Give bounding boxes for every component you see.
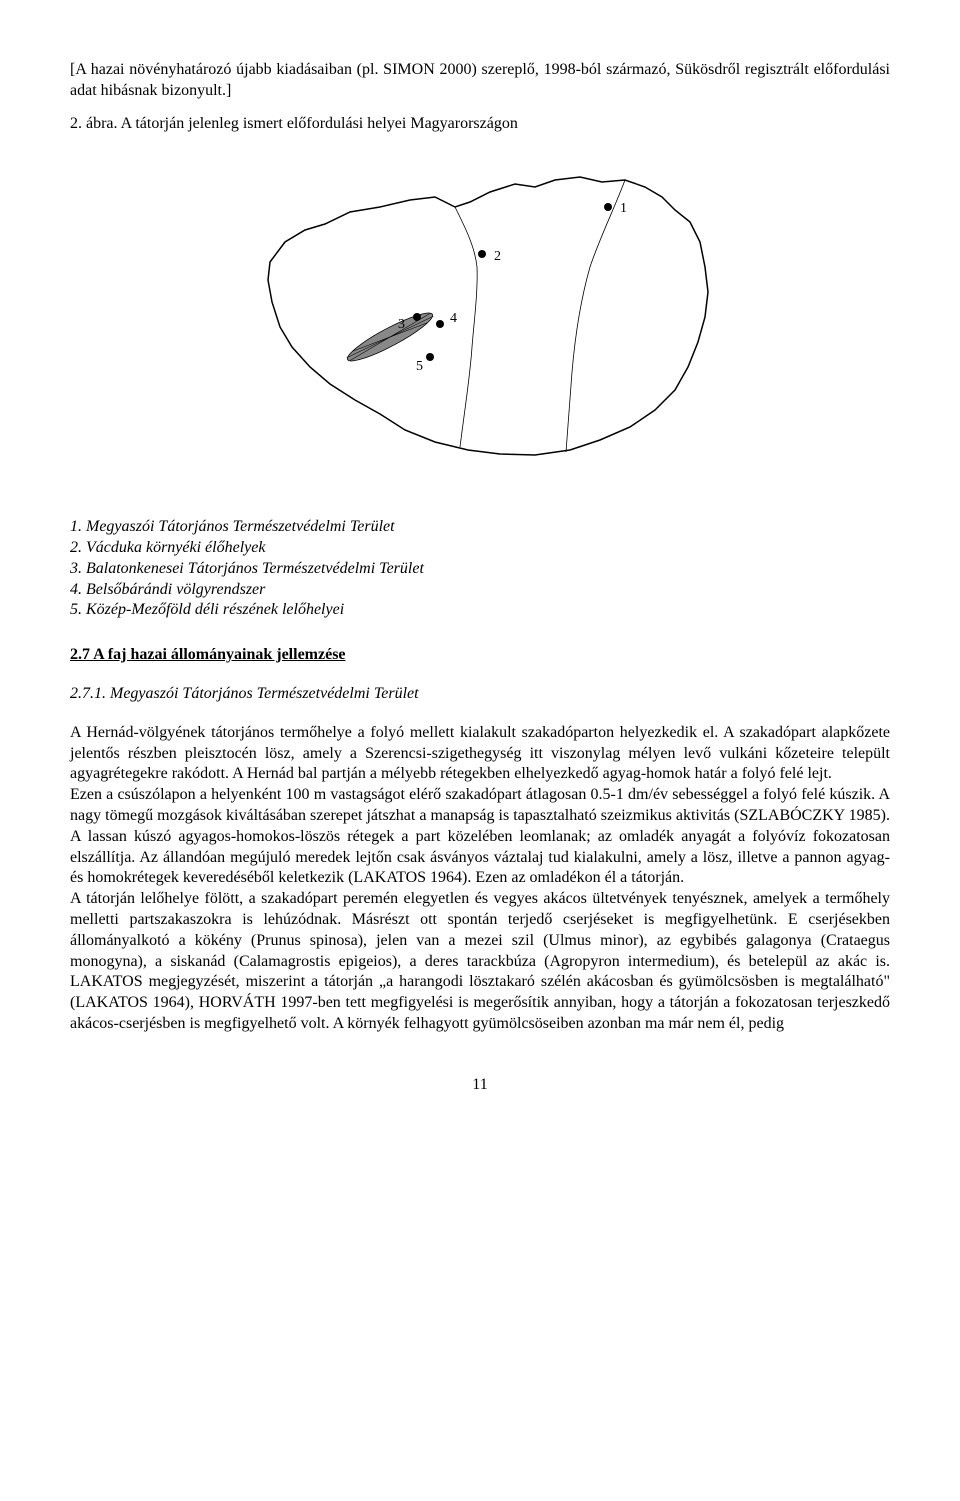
subsection-heading: 2.7.1. Megyaszói Tátorjános Természetvéd… [70, 684, 890, 705]
map-point-label: 2 [494, 249, 501, 264]
country-outline [268, 177, 708, 455]
figure-caption: 2. ábra. A tátorján jelenleg ismert előf… [70, 114, 890, 135]
map-point [478, 250, 486, 258]
map-point-label: 4 [450, 311, 457, 326]
page-number: 11 [70, 1075, 890, 1096]
legend-item: 2. Vácduka környéki élőhelyek [70, 538, 890, 559]
map-legend: 1. Megyaszói Tátorjános Természetvédelmi… [70, 517, 890, 621]
map-point-label: 3 [398, 317, 405, 332]
body-text: A Hernád-völgyének tátorjános termőhelye… [70, 723, 890, 1035]
legend-item: 3. Balatonkenesei Tátorjános Természetvé… [70, 559, 890, 580]
river-tisza [566, 180, 625, 452]
intro-paragraph: [A hazai növényhatározó újabb kiadásaiba… [70, 60, 890, 102]
legend-item: 1. Megyaszói Tátorjános Természetvédelmi… [70, 517, 890, 538]
map-point [426, 353, 434, 361]
river-danube [455, 207, 477, 447]
section-heading: 2.7 A faj hazai állományainak jellemzése [70, 645, 890, 666]
legend-item: 4. Belsőbárándi völgyrendszer [70, 580, 890, 601]
map-point [604, 203, 612, 211]
map-figure: 1 2 3 4 5 [70, 152, 890, 489]
legend-item: 5. Közép-Mezőföld déli részének lelőhely… [70, 600, 890, 621]
map-point [413, 313, 421, 321]
map-point-label: 1 [620, 201, 627, 216]
hungary-map: 1 2 3 4 5 [230, 152, 730, 482]
map-point [436, 320, 444, 328]
map-point-label: 5 [416, 359, 423, 374]
